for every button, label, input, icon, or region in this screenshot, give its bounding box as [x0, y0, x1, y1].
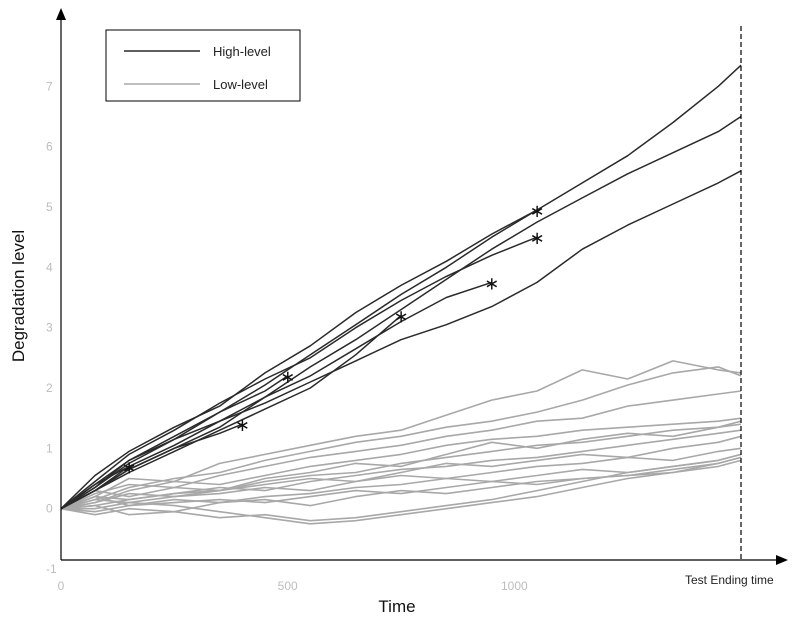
legend: High-level Low-level [105, 29, 301, 102]
x-axis-title: Time [378, 597, 415, 616]
y-tick-label: 2 [46, 381, 53, 395]
low-level-series-line [61, 456, 742, 525]
y-tick-label: -1 [46, 562, 57, 576]
x-tick-label: 0 [58, 579, 65, 593]
legend-high-label: High-level [213, 44, 271, 59]
x-tick-label: 500 [278, 579, 298, 593]
y-tick-label: 5 [46, 200, 53, 214]
y-axis-title: Degradation level [9, 230, 28, 362]
y-tick-label: 3 [46, 321, 53, 335]
test-ending-label: Test Ending time [685, 573, 774, 587]
y-tick-label: 7 [46, 79, 53, 93]
low-level-series-line [60, 459, 742, 516]
low-level-series-line [60, 453, 742, 522]
high-level-series-line [60, 281, 492, 510]
y-tick-label: 4 [46, 260, 53, 274]
high-level-series-line [60, 64, 742, 510]
high-level-series-line [60, 315, 402, 510]
high-level-series-line [60, 209, 538, 510]
marker-layer: ∗ ∗ ∗ ∗ ∗ ∗ ∗ [121, 201, 544, 478]
series-layer [60, 64, 742, 525]
high-level-series-line [60, 465, 130, 510]
y-tick-label: 0 [46, 502, 53, 516]
low-level-series-line [60, 360, 742, 510]
failure-marker: ∗ [121, 457, 136, 478]
low-level-series-line [60, 456, 742, 513]
low-level-series-line [60, 366, 742, 510]
high-level-series-line [60, 170, 742, 510]
high-level-series-line [60, 375, 289, 510]
failure-marker: ∗ [484, 273, 499, 294]
low-level-series-line [60, 447, 742, 510]
x-tick-label: 1000 [501, 579, 528, 593]
legend-low-label: Low-level [213, 77, 268, 92]
failure-marker: ∗ [235, 415, 250, 436]
y-axis-arrow [56, 8, 66, 20]
low-level-series-line [60, 417, 742, 510]
failure-marker: ∗ [280, 367, 295, 388]
y-tick-label: 1 [46, 441, 53, 455]
low-level-series-line [60, 390, 742, 510]
x-axis-arrow [776, 555, 788, 565]
failure-marker: ∗ [529, 201, 544, 222]
high-level-series-line [60, 236, 538, 510]
failure-marker: ∗ [393, 307, 408, 328]
low-level-series-line [60, 435, 742, 510]
legend-box [105, 29, 301, 102]
failure-marker: ∗ [529, 228, 544, 249]
y-tick-label: 6 [46, 140, 53, 154]
